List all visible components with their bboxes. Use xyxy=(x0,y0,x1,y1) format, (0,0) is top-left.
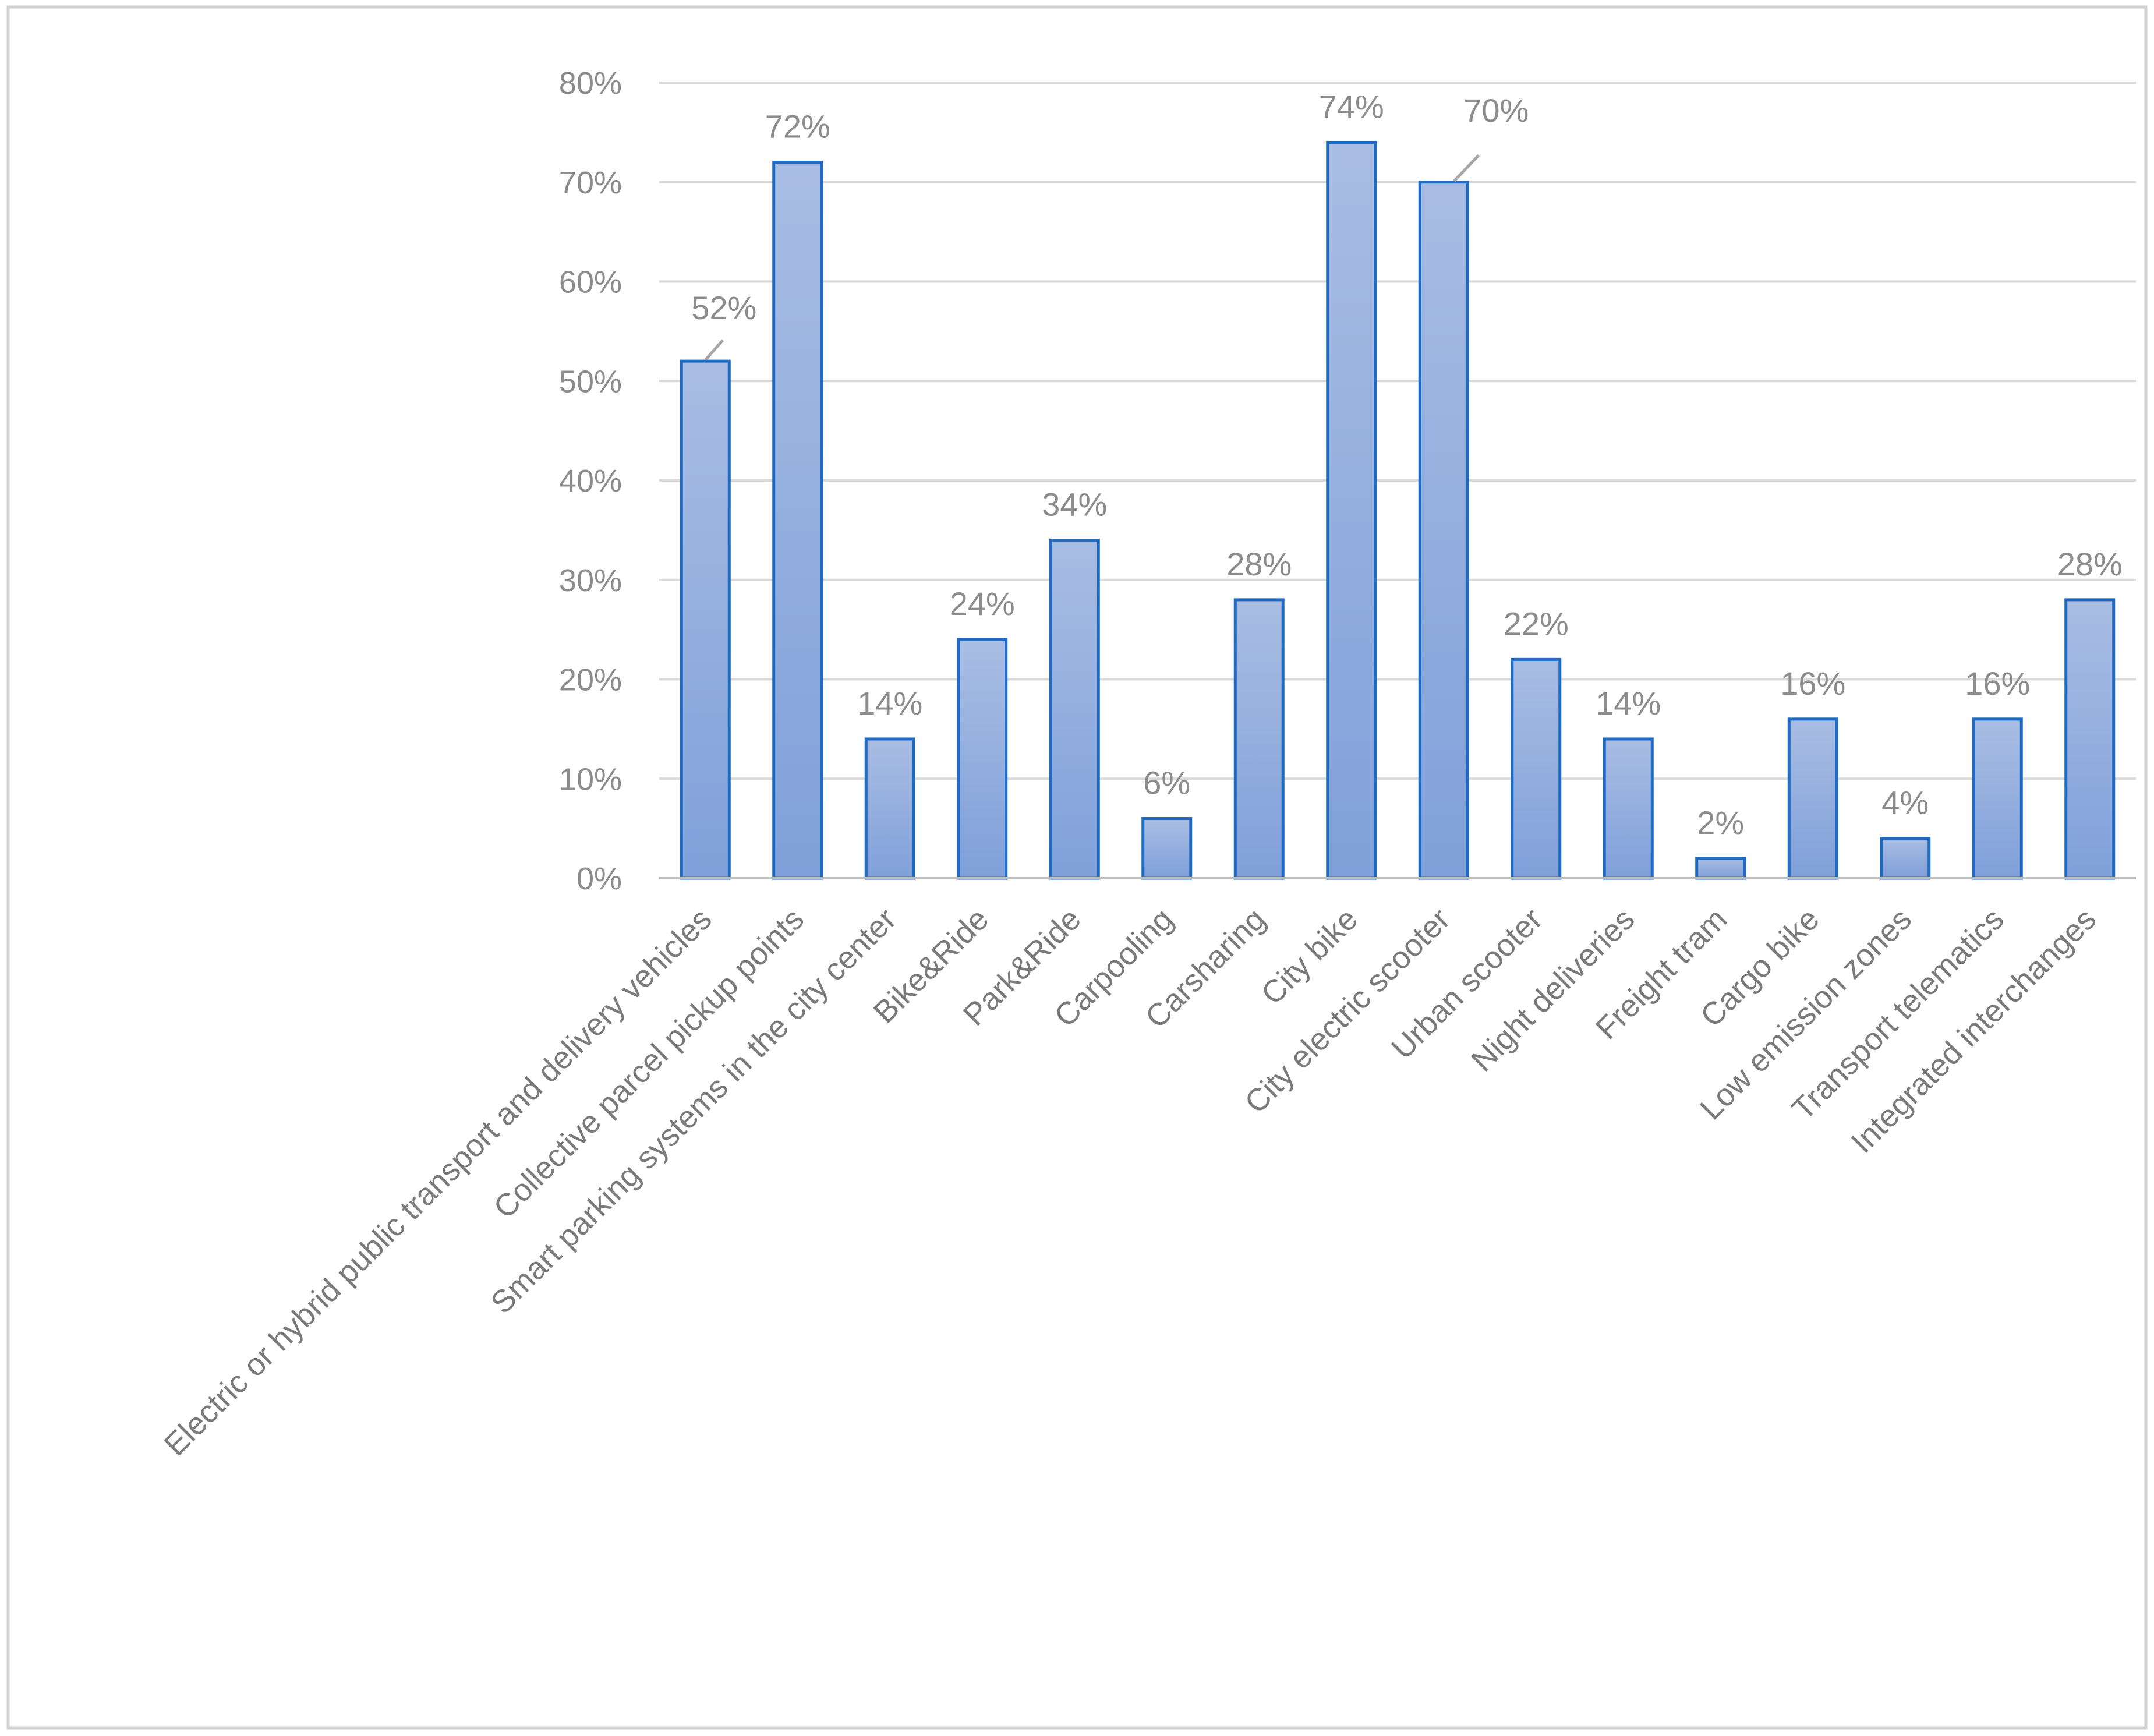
bar xyxy=(1695,857,1746,880)
data-label: 74% xyxy=(1319,88,1384,125)
bar xyxy=(1049,538,1100,880)
y-tick-label: 60% xyxy=(559,265,622,300)
bar xyxy=(957,638,1008,880)
data-label: 14% xyxy=(857,685,922,722)
data-label: 52% xyxy=(691,289,756,326)
data-label: 4% xyxy=(1881,784,1929,821)
leader-lines xyxy=(704,154,1480,361)
data-label: 22% xyxy=(1504,605,1569,642)
data-label: 14% xyxy=(1596,685,1661,722)
data-label: 24% xyxy=(950,585,1015,622)
data-label: 2% xyxy=(1697,804,1744,841)
y-tick-label: 50% xyxy=(559,364,622,399)
y-tick-label: 40% xyxy=(559,464,622,498)
bar xyxy=(1603,737,1654,880)
bar xyxy=(1787,717,1838,880)
data-label: 34% xyxy=(1042,486,1107,522)
bar xyxy=(1880,837,1931,880)
y-tick-label: 80% xyxy=(559,66,622,101)
y-tick-label: 0% xyxy=(576,861,622,896)
bars xyxy=(680,140,2116,880)
y-tick-label: 10% xyxy=(559,762,622,797)
bar xyxy=(1418,181,1469,880)
leader-line xyxy=(1453,154,1480,182)
bar xyxy=(864,737,915,880)
leader-line xyxy=(704,339,724,361)
bar xyxy=(1141,817,1193,880)
data-label: 70% xyxy=(1463,92,1529,129)
bar xyxy=(1326,140,1377,880)
data-label: 72% xyxy=(765,108,830,145)
y-axis-tick-labels: 0% 10% 20% 30% 40% 50% 60% 70% 80% xyxy=(559,66,622,896)
data-labels: 52% 72% 14% 24% 34% 6% 28% 74% 70% 22% 14% 2% 16% 4% 1… xyxy=(691,88,2123,840)
data-label: 16% xyxy=(1965,665,2030,702)
data-label: 16% xyxy=(1780,665,1845,702)
y-tick-label: 20% xyxy=(559,663,622,698)
bar xyxy=(2064,598,2116,880)
data-label: 28% xyxy=(2057,546,2123,582)
bar xyxy=(772,161,823,880)
data-label: 28% xyxy=(1226,546,1292,582)
y-tick-label: 30% xyxy=(559,563,622,598)
bar xyxy=(680,359,731,880)
bar xyxy=(1233,598,1285,880)
y-tick-label: 70% xyxy=(559,165,622,200)
data-label: 6% xyxy=(1143,765,1190,801)
bar xyxy=(1511,657,1562,880)
bar xyxy=(1972,717,2023,880)
